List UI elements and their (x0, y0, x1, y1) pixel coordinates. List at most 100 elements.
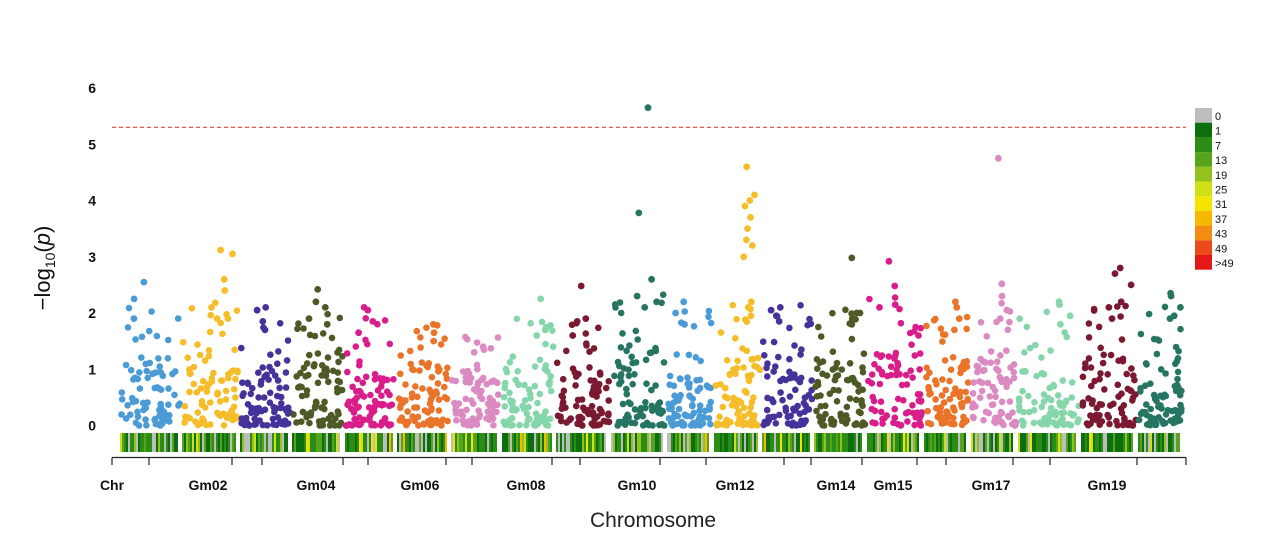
density-cell (479, 433, 481, 452)
density-cell (641, 433, 643, 452)
snp-point (220, 422, 228, 429)
density-cell (188, 433, 190, 452)
snp-point (745, 377, 753, 385)
snp-point (976, 394, 984, 402)
snp-point (619, 400, 627, 408)
density-cell (276, 433, 278, 452)
snp-point (1085, 334, 1093, 341)
snp-point (660, 359, 668, 366)
snp-point (1090, 305, 1098, 313)
snp-point (138, 354, 145, 361)
snp-point (993, 358, 1001, 366)
snp-point (614, 358, 622, 366)
snp-point-peak (253, 306, 261, 314)
density-cell (776, 433, 778, 452)
density-cell (427, 433, 429, 452)
density-cell (419, 433, 421, 452)
density-cell (804, 433, 806, 452)
snp-point-peak (681, 320, 688, 328)
density-cell (726, 433, 728, 452)
density-cell (564, 433, 566, 452)
snp-point-peak (648, 275, 655, 283)
density-cell (455, 433, 457, 452)
snp-point (143, 422, 150, 429)
snp-point (186, 388, 193, 396)
snp-point (989, 401, 997, 408)
snp-point (1010, 368, 1017, 376)
chromosome-points-Gm12 (712, 163, 764, 429)
snp-point (582, 330, 590, 337)
density-cell (1074, 433, 1076, 452)
snp-point (351, 399, 359, 407)
snp-point (298, 418, 305, 426)
density-cell (377, 433, 379, 452)
density-cell (952, 433, 954, 452)
density-cell (997, 433, 999, 452)
snp-point (970, 379, 977, 386)
density-cell (164, 433, 166, 452)
snp-point (441, 383, 448, 391)
density-cell (598, 433, 600, 452)
snp-point (726, 370, 734, 378)
snp-point (978, 387, 986, 395)
snp-point (1100, 351, 1107, 359)
density-cell (932, 433, 934, 452)
density-cell (357, 433, 359, 452)
snp-point (1101, 386, 1108, 393)
snp-point (386, 340, 394, 348)
snp-point (538, 318, 546, 326)
chromosome-points-Gm05 (342, 304, 397, 429)
snp-point (691, 419, 699, 427)
snp-point (418, 359, 426, 366)
snp-point (1143, 421, 1151, 428)
snp-point-peak (953, 304, 961, 311)
snp-point-peak (314, 286, 322, 293)
snp-point (891, 414, 899, 422)
snp-point (465, 370, 473, 378)
snp-point (470, 386, 478, 393)
snp-point (770, 368, 777, 375)
snp-point (998, 300, 1005, 307)
snp-point (193, 389, 200, 396)
density-cell (226, 433, 228, 452)
snp-point (306, 331, 314, 339)
snp-point (623, 390, 631, 398)
snp-point (1010, 374, 1018, 382)
density-cell (230, 433, 232, 452)
snp-point-peak (229, 250, 236, 258)
density-cell (1091, 433, 1093, 452)
density-cell (437, 433, 439, 452)
snp-point (674, 412, 682, 420)
snp-point (459, 368, 467, 375)
density-cell (746, 433, 748, 452)
chromosome-points-Gm07 (448, 333, 502, 429)
snp-point-peak (582, 315, 590, 322)
density-cell (744, 433, 746, 452)
snp-point (210, 369, 217, 377)
density-cell (625, 433, 627, 452)
density-cell (846, 433, 848, 452)
density-cell (421, 433, 423, 452)
snp-point (159, 372, 167, 380)
density-cell (268, 433, 270, 452)
snp-point (848, 335, 856, 343)
density-cell (1052, 433, 1054, 452)
snp-point (782, 404, 789, 412)
density-cell (675, 433, 677, 452)
snp-point (817, 333, 825, 340)
density-cell (224, 433, 226, 452)
snp-point (911, 352, 919, 359)
density-cell (1158, 433, 1160, 452)
density-cell (740, 433, 742, 452)
density-cell (234, 433, 236, 452)
density-cell (459, 433, 461, 452)
density-cell (1046, 433, 1048, 452)
snp-point-peak (635, 209, 643, 217)
legend-label: 25 (1215, 185, 1227, 197)
snp-point (775, 353, 782, 361)
density-cell (730, 433, 732, 452)
snp-point-peak (537, 295, 545, 303)
density-cell (633, 433, 635, 452)
snp-point (142, 416, 149, 423)
legend-label: 0 (1215, 111, 1221, 123)
